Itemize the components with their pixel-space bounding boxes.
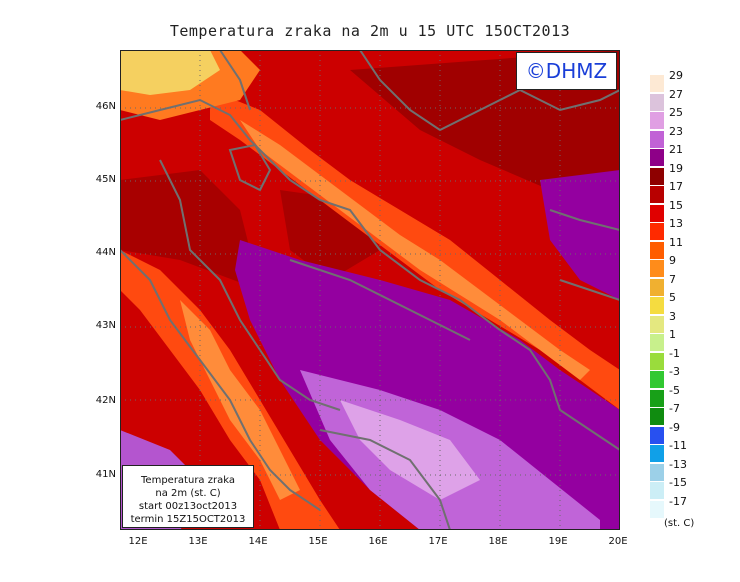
- legend-label: 13: [669, 217, 683, 230]
- infobox-line2: na 2m (st. C): [155, 488, 221, 499]
- legend-swatch: [650, 445, 664, 462]
- lat-tick: 44N: [95, 247, 116, 258]
- legend-swatch: [650, 75, 664, 92]
- legend-label: -7: [669, 402, 680, 415]
- infobox-line4: termin 15Z15OCT2013: [130, 514, 246, 525]
- legend-label: 25: [669, 106, 683, 119]
- grid: [120, 50, 620, 530]
- legend-swatch: [650, 186, 664, 203]
- legend-swatch: [650, 204, 664, 222]
- legend-swatch: [650, 241, 664, 259]
- legend-label: -13: [669, 457, 687, 471]
- lon-tick: 18E: [488, 536, 508, 547]
- legend-label: 3: [669, 309, 676, 323]
- lon-tick: 19E: [548, 536, 568, 547]
- legend-swatch: [650, 278, 664, 296]
- forecast-infobox: Temperatura zraka na 2m (st. C) start 00…: [122, 465, 254, 528]
- legend-label: 17: [669, 180, 683, 193]
- legend-label: -1: [669, 346, 680, 360]
- legend-label: -3: [669, 365, 680, 378]
- lon-tick: 14E: [248, 536, 268, 547]
- legend-unit: (st. C): [664, 518, 695, 529]
- lon-tick: 15E: [308, 536, 328, 547]
- lat-tick: 46N: [95, 101, 116, 112]
- legend-swatch: [650, 389, 664, 407]
- temperature-map: [120, 50, 620, 530]
- lon-tick: 20E: [608, 536, 628, 547]
- lon-tick: 12E: [128, 536, 148, 547]
- legend-swatch: [650, 482, 664, 499]
- legend-swatch: [650, 260, 664, 277]
- legend-label: 27: [669, 87, 683, 101]
- legend-swatch: [650, 315, 664, 333]
- legend-label: -15: [669, 476, 687, 489]
- legend-swatch: [650, 371, 664, 388]
- legend-swatch: [650, 297, 664, 314]
- legend-swatch: [650, 167, 664, 185]
- infobox-line3: start 00z13oct2013: [138, 501, 238, 512]
- legend-swatch: [650, 93, 664, 111]
- lat-tick: 45N: [95, 174, 116, 185]
- legend-label: 19: [669, 161, 683, 175]
- legend-label: -17: [669, 494, 687, 508]
- dhmz-copyright: ©DHMZ: [516, 52, 617, 90]
- legend-swatch: [650, 352, 664, 370]
- legend-swatch: [650, 149, 664, 166]
- legend-label: -9: [669, 420, 680, 434]
- legend-label: 29: [669, 69, 683, 82]
- lat-tick: 42N: [95, 395, 116, 406]
- legend-swatch: [650, 408, 664, 425]
- legend-label: 11: [669, 235, 683, 249]
- legend-swatch: [650, 112, 664, 129]
- legend-swatch: [650, 334, 664, 351]
- legend-swatch: [650, 463, 664, 481]
- legend-swatch: [650, 130, 664, 148]
- legend-swatch: [650, 500, 664, 518]
- legend-label: -11: [669, 439, 687, 452]
- map-title: Temperatura zraka na 2m u 15 UTC 15OCT20…: [169, 22, 571, 40]
- sea-area: [235, 240, 620, 530]
- legend-label: 5: [669, 291, 676, 304]
- lat-tick: 41N: [95, 469, 116, 480]
- lon-tick: 16E: [368, 536, 388, 547]
- legend-label: 9: [669, 254, 676, 267]
- lon-tick: 17E: [428, 536, 448, 547]
- infobox-line1: Temperatura zraka: [141, 475, 235, 486]
- legend-label: 1: [669, 328, 676, 341]
- legend-label: 7: [669, 272, 676, 286]
- lat-tick: 43N: [95, 320, 116, 331]
- legend-label: 21: [669, 143, 683, 156]
- legend-swatch: [650, 426, 664, 444]
- legend-label: 15: [669, 198, 683, 212]
- lon-tick: 13E: [188, 536, 208, 547]
- legend-label: -5: [669, 383, 680, 397]
- legend-swatch: [650, 223, 664, 240]
- legend-label: 23: [669, 124, 683, 138]
